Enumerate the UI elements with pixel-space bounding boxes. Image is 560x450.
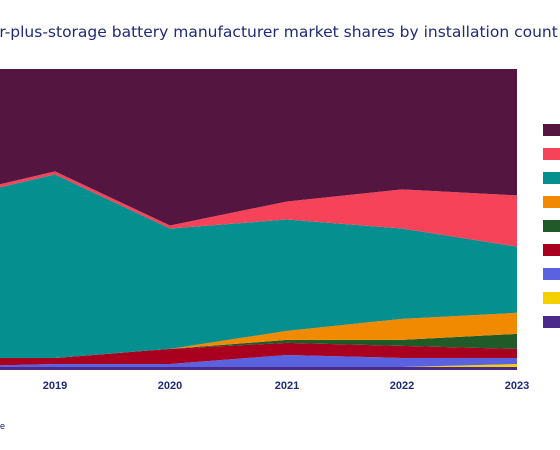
area-series-4 <box>0 342 517 366</box>
x-tick-label: 2020 <box>158 380 182 392</box>
area-series-9 <box>0 69 517 226</box>
legend-swatch <box>543 244 560 256</box>
legend-swatch <box>543 148 560 160</box>
chart-title: Solar-plus-storage battery manufacturer … <box>0 23 558 41</box>
area-series-6 <box>0 312 517 358</box>
x-tick-label: 2022 <box>390 380 414 392</box>
legend-swatch <box>543 316 560 328</box>
area-layers <box>0 69 517 370</box>
x-tick-label: 2019 <box>43 380 67 392</box>
legend <box>543 124 560 328</box>
source-note: e <box>0 421 5 431</box>
x-axis-ticks: 201820192020202120222023 <box>43 380 529 392</box>
x-tick-label: 2023 <box>505 380 529 392</box>
legend-swatch <box>543 268 560 280</box>
legend-swatch <box>543 196 560 208</box>
x-tick-label: 2021 <box>275 380 299 392</box>
legend-swatch <box>543 292 560 304</box>
legend-swatch <box>543 124 560 136</box>
area-series-2 <box>0 363 517 367</box>
legend-swatch <box>543 220 560 232</box>
area-series-7 <box>0 174 517 358</box>
area-series-8 <box>0 171 517 247</box>
area-series-1 <box>0 366 517 370</box>
legend-swatch <box>543 172 560 184</box>
